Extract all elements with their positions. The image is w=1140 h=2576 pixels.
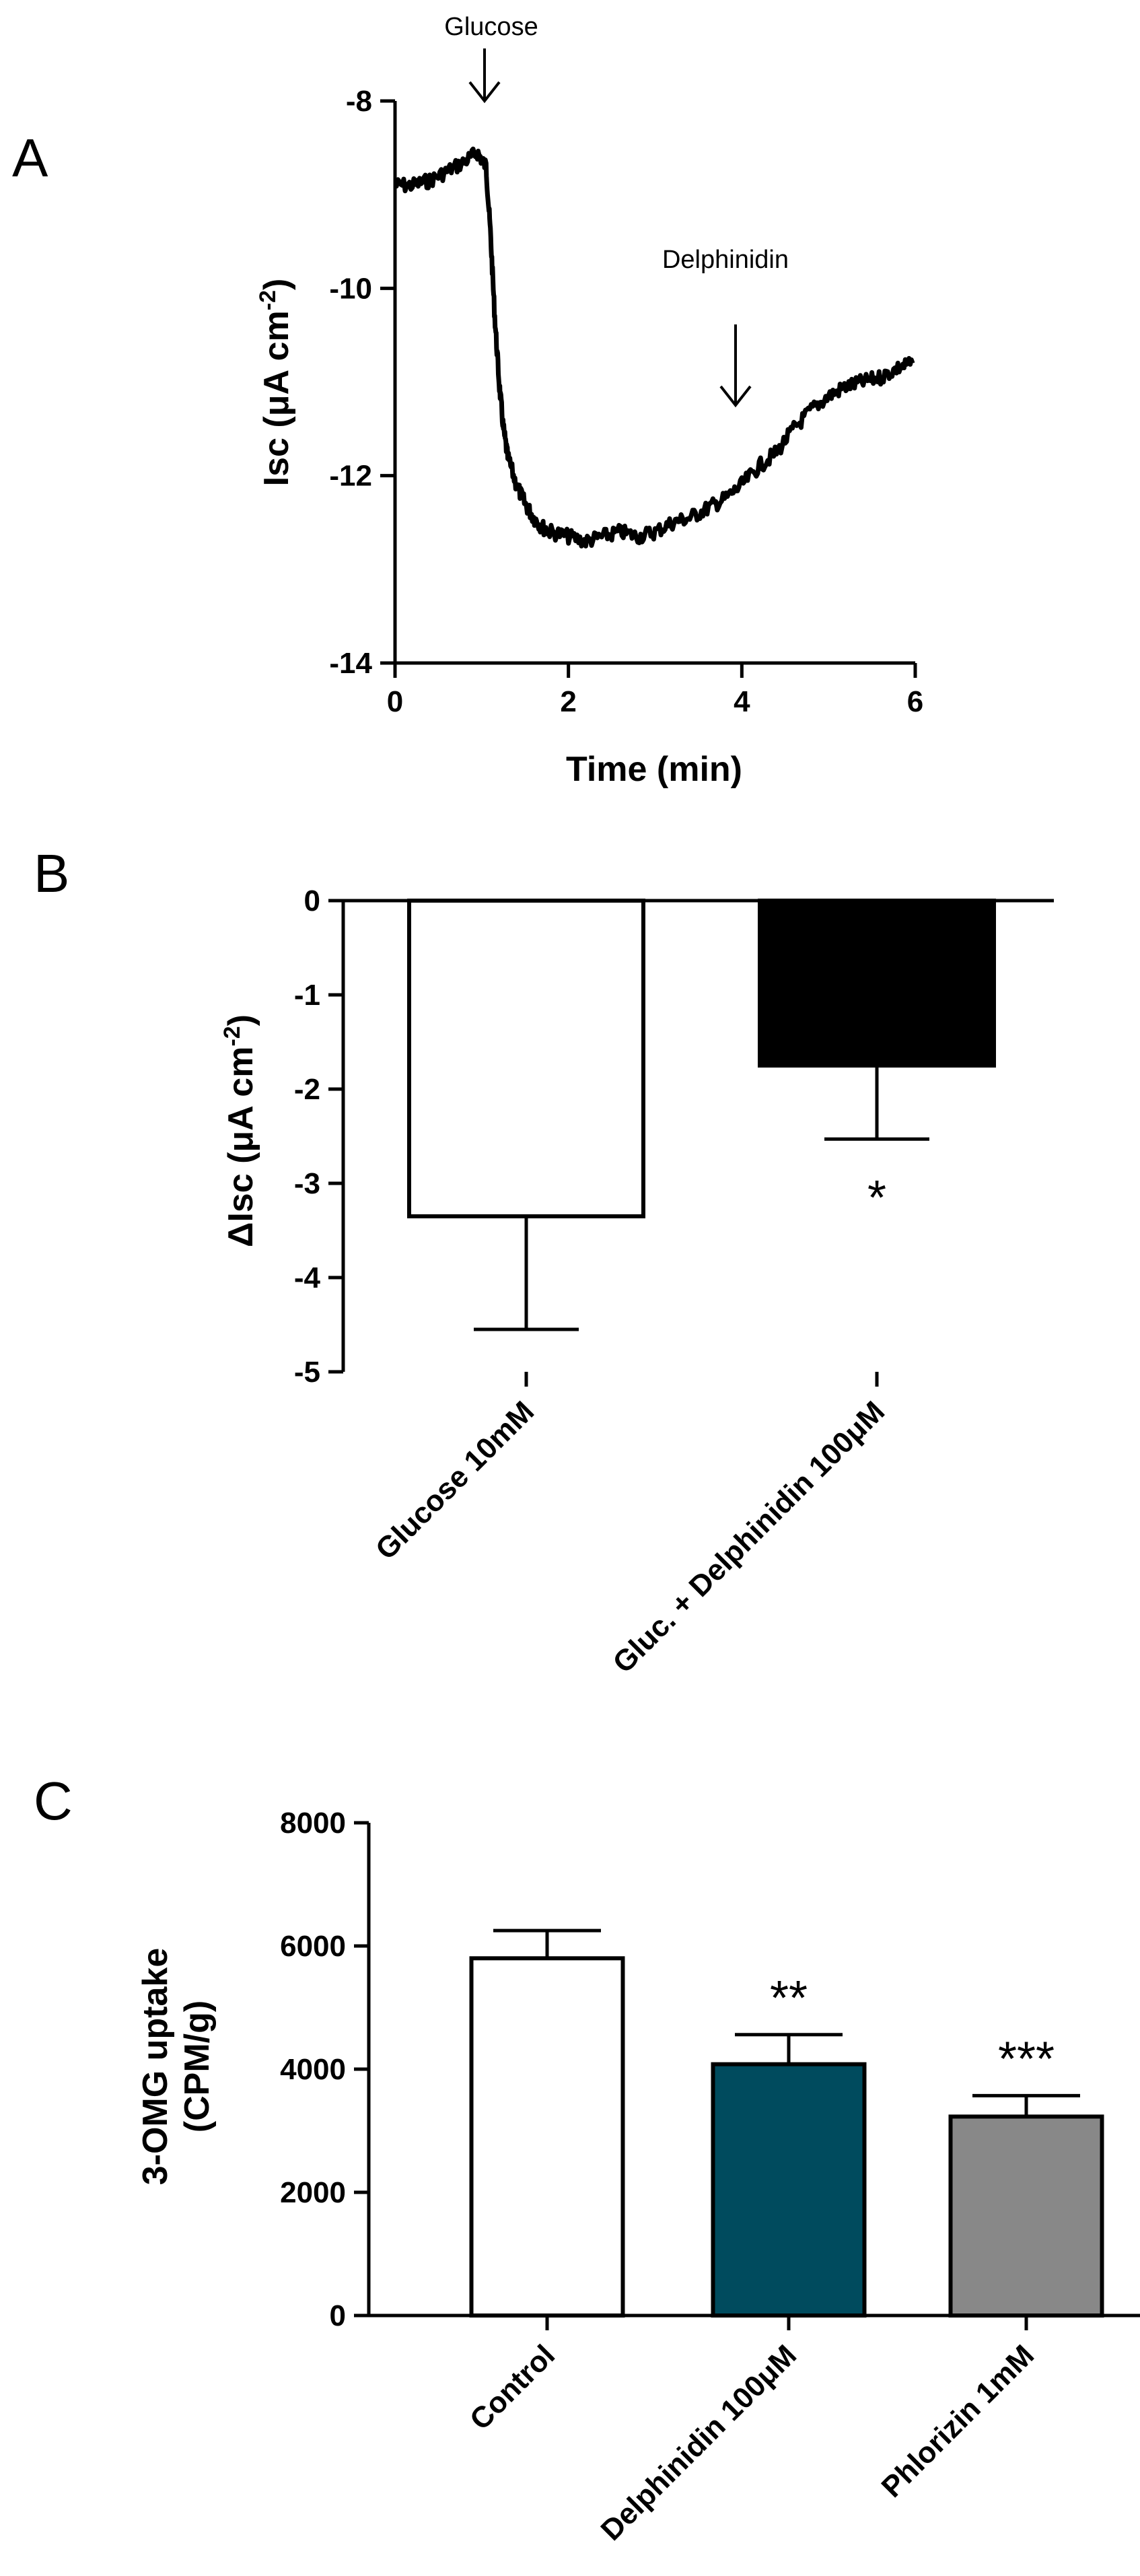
chart-c-y-tick-label: 4000 bbox=[280, 2053, 346, 2086]
chart-a-annotation-delphinidin: Delphinidin bbox=[662, 246, 789, 274]
chart-c-bar bbox=[469, 1956, 625, 2318]
chart-a: -8 -10 -12 -14 0 2 4 6 Time (min) Isc (μA cm-2… bbox=[255, 13, 923, 789]
chart-b-category-label: Glucose 10mM bbox=[369, 1395, 540, 1566]
chart-a-glucose-arrowhead bbox=[468, 81, 501, 104]
chart-c-y-tick-label: 6000 bbox=[280, 1930, 346, 1963]
chart-b-y-tick-label: -3 bbox=[294, 1167, 320, 1200]
chart-b-y-tick-label: 0 bbox=[304, 884, 320, 917]
panel-b-letter: B bbox=[34, 843, 69, 903]
chart-c-y-axis-title-line1: 3-OMG uptake bbox=[136, 1948, 175, 2186]
panel-a-letter: A bbox=[12, 128, 48, 188]
chart-a-y-tick-label: -12 bbox=[329, 460, 372, 493]
chart-c-y-axis-title-line2: (CPM/g) bbox=[178, 2000, 217, 2132]
chart-c-category-label: Delphinidin 100μM bbox=[595, 2338, 804, 2547]
chart-b-y-tick-label: -2 bbox=[294, 1073, 320, 1106]
chart-c-category-label: Phlorizin 1mM bbox=[876, 2338, 1041, 2504]
chart-c-significance-label: ** bbox=[770, 1972, 808, 2025]
chart-c-y-tick-label: 8000 bbox=[280, 1807, 346, 1840]
chart-b-y-axis-title: ΔIsc (μA cm-2) bbox=[219, 1014, 260, 1247]
chart-a-y-tick-label: -10 bbox=[329, 272, 372, 305]
chart-b-category-label: Gluc. + Delphinidin 100μM bbox=[606, 1395, 891, 1679]
chart-b-y-tick-label: -1 bbox=[294, 979, 320, 1012]
chart-c-significance-label: *** bbox=[998, 2032, 1055, 2086]
chart-a-y-tick-label: -14 bbox=[329, 647, 372, 680]
chart-a-x-tick-label: 6 bbox=[907, 685, 923, 718]
chart-c-bar bbox=[948, 2114, 1104, 2318]
chart-a-annotation-glucose: Glucose bbox=[444, 13, 538, 41]
chart-c: 0 2000 4000 6000 8000 Control Delphinidin 100… bbox=[136, 1807, 1140, 2547]
chart-b-y-tick-label: -4 bbox=[294, 1261, 321, 1294]
chart-b-bar bbox=[758, 899, 996, 1068]
chart-b: 0 -1 -2 -3 -4 -5 Glucose 10mM Gluc. + Delphini… bbox=[219, 884, 1054, 1679]
chart-b-y-tick-label: -5 bbox=[294, 1356, 320, 1389]
chart-a-y-axis-title: Isc (μA cm-2) bbox=[255, 279, 296, 487]
chart-c-y-tick-label: 0 bbox=[330, 2299, 346, 2332]
chart-a-series-line bbox=[393, 146, 915, 549]
chart-a-x-tick-label: 0 bbox=[387, 685, 403, 718]
panel-c-letter: C bbox=[34, 1771, 73, 1831]
chart-b-significance-label: * bbox=[867, 1171, 886, 1225]
chart-a-x-tick-label: 2 bbox=[560, 685, 576, 718]
chart-c-y-tick-label: 2000 bbox=[280, 2176, 346, 2209]
chart-a-x-tick-label: 4 bbox=[734, 685, 750, 718]
chart-c-category-label: Control bbox=[464, 2338, 561, 2436]
chart-a-y-tick-label: -8 bbox=[346, 85, 372, 118]
chart-a-delphinidin-arrowhead bbox=[719, 385, 752, 408]
chart-a-x-axis-title: Time (min) bbox=[566, 750, 742, 789]
chart-c-bar bbox=[711, 2062, 867, 2318]
chart-b-bar bbox=[407, 899, 645, 1218]
